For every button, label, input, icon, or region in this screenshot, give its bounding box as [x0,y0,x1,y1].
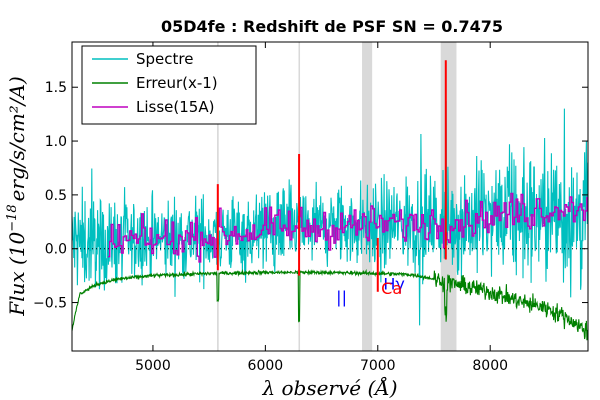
series-lisse [108,192,588,263]
y-tick-label-0: −0.5 [33,296,67,312]
y-axis-label-prefix: Flux (10 [5,231,29,316]
annotation-0: || [336,288,347,307]
erreur-line [72,268,588,341]
lisse-line [108,192,588,263]
x-tick-label-2: 7000 [360,358,396,374]
red-line-markers [216,60,447,292]
series-erreur [72,268,588,341]
legend-label-lisse: Lisse(15A) [136,98,214,116]
chart-title: 05D4fe : Redshift de PSF SN = 0.7475 [161,17,503,36]
y-tick-label-2: 0.5 [45,188,67,204]
y-tick-label-1: 0.0 [45,242,67,258]
x-tick-label-3: 8000 [472,358,508,374]
y-tick-label-3: 1.0 [45,134,67,150]
legend-label-erreur: Erreur(x-1) [136,74,218,92]
y-axis-label-unit: erg/s/cm²/A) [5,76,29,201]
legend-label-spectre: Spectre [136,50,193,68]
y-axis-label-exponent: −18 [5,204,20,231]
spectre-line [72,101,588,326]
x-axis-ticks: 5000 6000 7000 8000 [135,42,508,374]
y-tick-label-4: 1.5 [45,80,67,96]
x-axis-label: λ observé (Å) [261,375,397,400]
series-spectre [72,101,588,326]
plot-frame [71,41,589,352]
y-axis-ticks: −0.5 0.0 0.5 1.0 1.5 [33,80,588,312]
annotation-2: Ca [381,279,402,298]
x-tick-label-0: 5000 [135,358,171,374]
y-axis-label: Flux (10−18 erg/s/cm²/A) [5,76,29,317]
annotation-1: Hγ [383,275,405,294]
legend: Spectre Erreur(x-1) Lisse(15A) [81,45,257,125]
x-tick-label-1: 6000 [248,358,284,374]
